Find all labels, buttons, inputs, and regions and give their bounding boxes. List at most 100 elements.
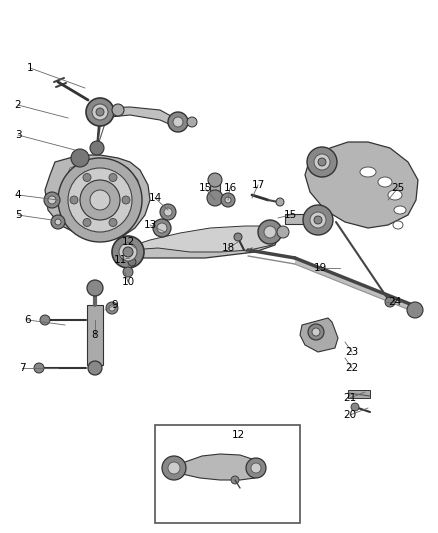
Circle shape	[162, 456, 186, 480]
Circle shape	[112, 236, 144, 268]
Circle shape	[83, 219, 91, 227]
Circle shape	[310, 212, 326, 228]
Circle shape	[208, 173, 222, 187]
Circle shape	[96, 108, 104, 116]
Text: 15: 15	[283, 210, 297, 220]
Circle shape	[173, 117, 183, 127]
Polygon shape	[62, 160, 140, 235]
Circle shape	[258, 220, 282, 244]
Text: 18: 18	[221, 243, 235, 253]
Polygon shape	[170, 454, 260, 480]
Text: 9: 9	[112, 300, 118, 310]
Circle shape	[318, 158, 326, 166]
Bar	[155, 425, 300, 523]
Bar	[285, 214, 325, 224]
Circle shape	[276, 198, 284, 206]
Text: 20: 20	[343, 410, 357, 420]
Circle shape	[153, 219, 171, 237]
Text: 7: 7	[19, 363, 25, 373]
Circle shape	[80, 180, 120, 220]
Bar	[348, 390, 370, 398]
Circle shape	[164, 208, 172, 216]
Circle shape	[314, 216, 322, 224]
Text: 10: 10	[121, 277, 134, 287]
Circle shape	[123, 267, 133, 277]
Circle shape	[312, 328, 320, 336]
Ellipse shape	[393, 221, 403, 229]
Circle shape	[168, 112, 188, 132]
Circle shape	[187, 117, 197, 127]
Text: 13: 13	[143, 220, 157, 230]
Circle shape	[90, 190, 110, 210]
Polygon shape	[305, 142, 418, 228]
Circle shape	[112, 104, 124, 116]
Text: 11: 11	[113, 255, 127, 265]
Circle shape	[87, 280, 103, 296]
Circle shape	[71, 149, 89, 167]
Bar	[210, 182, 220, 202]
Circle shape	[92, 104, 108, 120]
Circle shape	[207, 190, 223, 206]
Polygon shape	[295, 258, 420, 314]
Circle shape	[351, 403, 359, 411]
Circle shape	[385, 297, 395, 307]
Ellipse shape	[388, 190, 402, 200]
Circle shape	[86, 98, 114, 126]
Circle shape	[251, 463, 261, 473]
Text: 8: 8	[92, 330, 98, 340]
Polygon shape	[45, 155, 150, 240]
Text: 23: 23	[346, 347, 359, 357]
Polygon shape	[300, 318, 338, 352]
Text: 16: 16	[223, 183, 237, 193]
Circle shape	[231, 476, 239, 484]
Text: 6: 6	[25, 315, 31, 325]
Circle shape	[40, 315, 50, 325]
Text: 12: 12	[121, 237, 134, 247]
Circle shape	[83, 173, 91, 181]
Text: 5: 5	[15, 210, 21, 220]
Text: 3: 3	[15, 130, 21, 140]
Text: 21: 21	[343, 393, 357, 403]
Circle shape	[109, 305, 115, 311]
Circle shape	[58, 158, 142, 242]
Polygon shape	[118, 232, 280, 258]
Polygon shape	[88, 107, 182, 128]
Text: 15: 15	[198, 183, 212, 193]
Text: 1: 1	[27, 63, 33, 73]
Circle shape	[51, 215, 65, 229]
Text: 2: 2	[15, 100, 21, 110]
Bar	[87, 305, 103, 365]
Text: 19: 19	[313, 263, 327, 273]
Ellipse shape	[394, 206, 406, 214]
Circle shape	[234, 233, 242, 241]
Circle shape	[225, 197, 231, 203]
Circle shape	[55, 219, 61, 225]
Circle shape	[303, 205, 333, 235]
Ellipse shape	[378, 177, 392, 187]
Ellipse shape	[360, 167, 376, 177]
Circle shape	[246, 458, 266, 478]
Circle shape	[68, 168, 132, 232]
Text: 22: 22	[346, 363, 359, 373]
Circle shape	[123, 247, 133, 257]
Circle shape	[34, 363, 44, 373]
Circle shape	[160, 204, 176, 220]
Circle shape	[308, 324, 324, 340]
Text: 24: 24	[389, 297, 402, 307]
Circle shape	[221, 193, 235, 207]
Circle shape	[407, 302, 423, 318]
Circle shape	[264, 226, 276, 238]
Circle shape	[70, 196, 78, 204]
Text: 4: 4	[15, 190, 21, 200]
Circle shape	[168, 462, 180, 474]
Circle shape	[106, 302, 118, 314]
Circle shape	[109, 219, 117, 227]
Circle shape	[277, 226, 289, 238]
Text: 12: 12	[231, 430, 245, 440]
Circle shape	[314, 154, 330, 170]
Circle shape	[157, 223, 167, 233]
Text: 25: 25	[392, 183, 405, 193]
Text: 17: 17	[251, 180, 265, 190]
Circle shape	[109, 173, 117, 181]
Circle shape	[122, 196, 130, 204]
